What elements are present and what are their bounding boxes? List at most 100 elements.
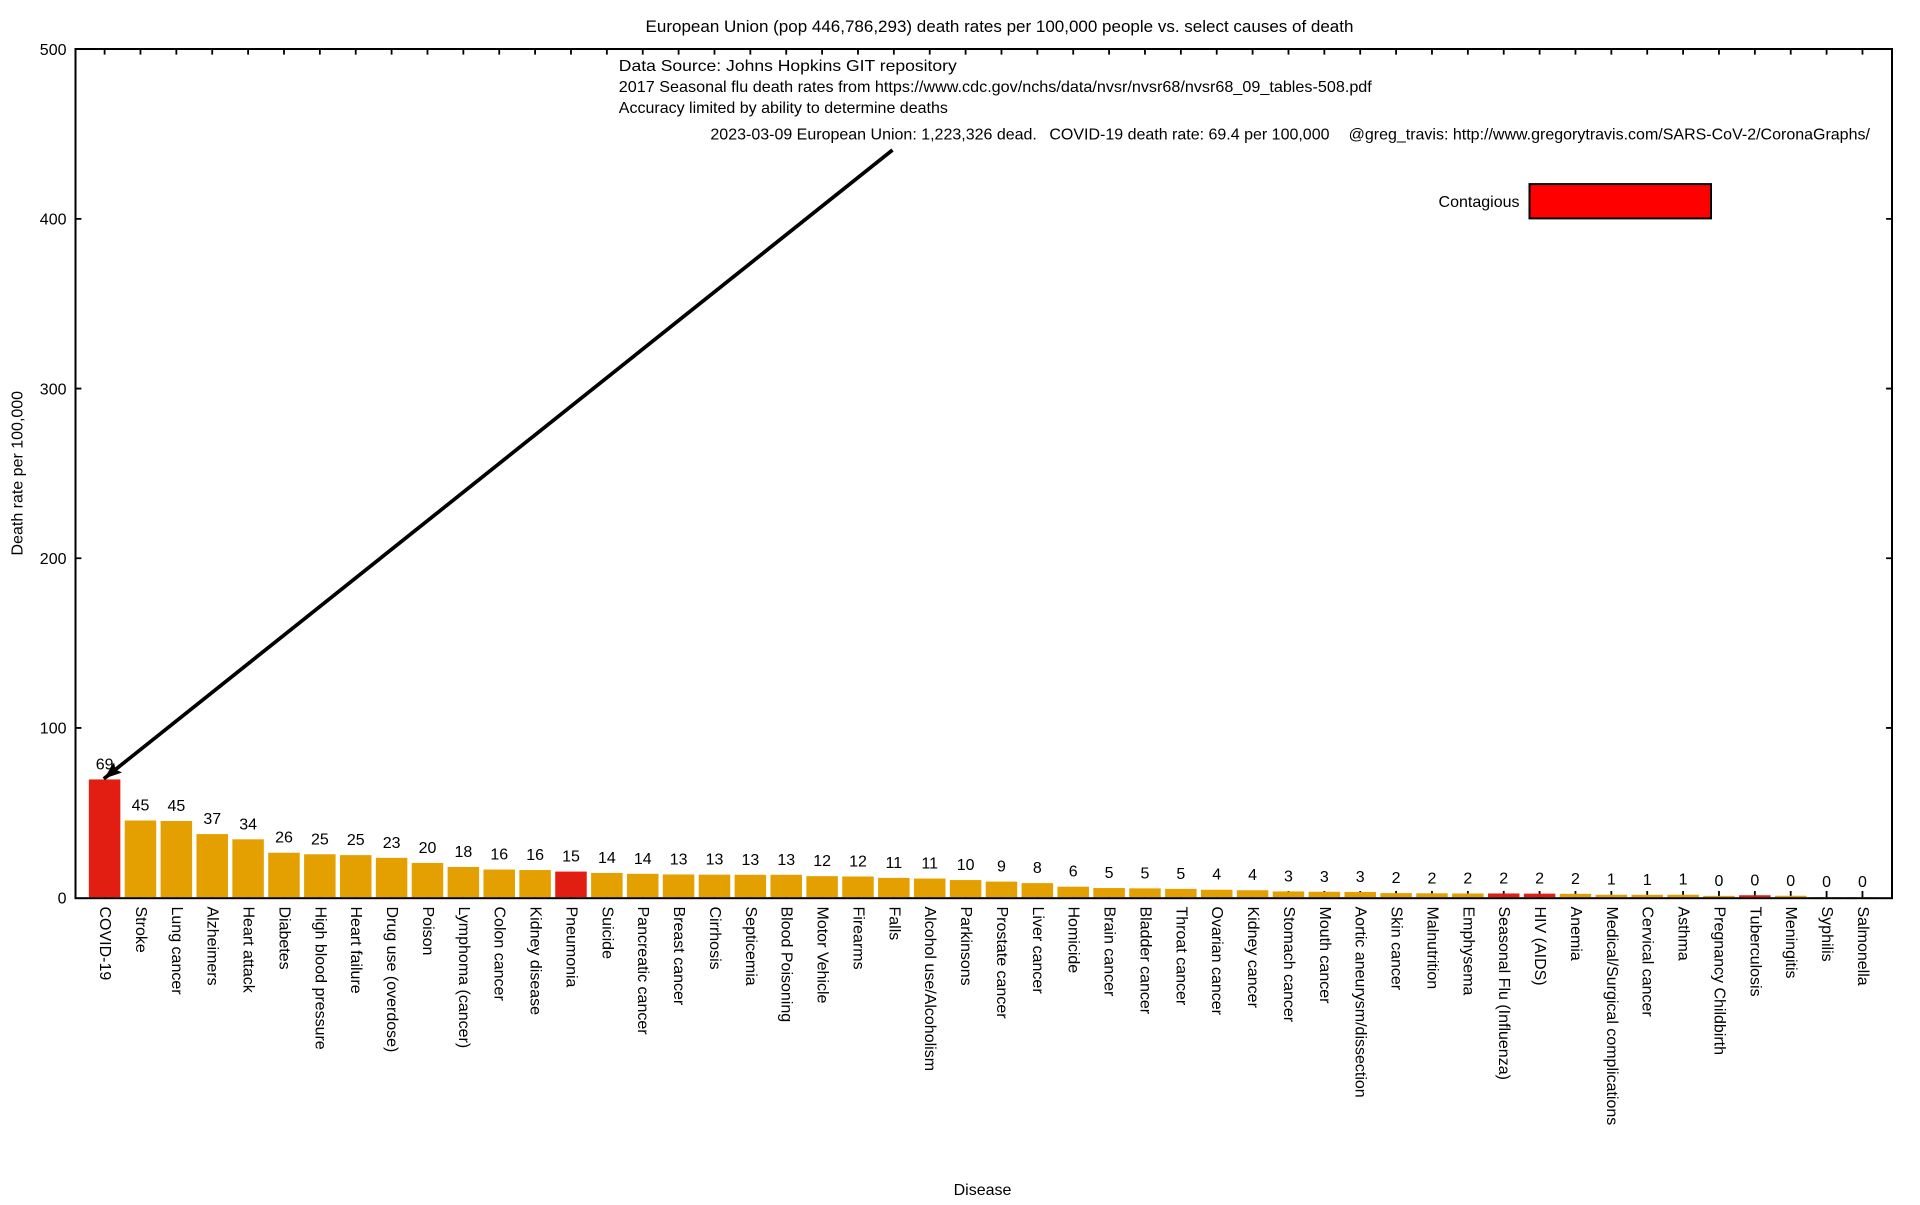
svg-text:European Union (pop 446,786,29: European Union (pop 446,786,293) death r…	[646, 17, 1354, 36]
svg-text:Seasonal Flu (Influenza): Seasonal Flu (Influenza)	[1495, 907, 1512, 1080]
svg-text:1: 1	[1679, 872, 1688, 889]
svg-text:Homicide: Homicide	[1065, 907, 1082, 974]
svg-text:20: 20	[419, 840, 437, 857]
svg-text:200: 200	[40, 551, 67, 568]
svg-text:2: 2	[1499, 870, 1508, 887]
svg-text:Heart attack: Heart attack	[240, 907, 257, 994]
svg-text:Bladder cancer: Bladder cancer	[1136, 907, 1153, 1015]
svg-text:15: 15	[562, 849, 580, 866]
svg-text:12: 12	[813, 853, 831, 870]
svg-text:1: 1	[1607, 872, 1616, 889]
svg-text:Drug use (overdose): Drug use (overdose)	[383, 907, 400, 1053]
svg-text:Syphilis: Syphilis	[1818, 907, 1835, 962]
svg-text:100: 100	[40, 721, 67, 738]
svg-text:11: 11	[921, 856, 938, 873]
svg-text:Liver cancer: Liver cancer	[1029, 907, 1046, 995]
svg-text:2: 2	[1463, 870, 1472, 887]
svg-text:23: 23	[383, 835, 401, 852]
svg-text:0: 0	[1750, 872, 1759, 889]
svg-text:2: 2	[1392, 870, 1401, 887]
svg-text:45: 45	[167, 798, 185, 815]
svg-text:3: 3	[1284, 868, 1293, 885]
svg-text:Throat cancer: Throat cancer	[1172, 907, 1189, 1006]
svg-text:5: 5	[1176, 866, 1185, 883]
svg-text:300: 300	[40, 381, 67, 398]
svg-text:Salmonella: Salmonella	[1854, 907, 1871, 986]
svg-text:Meningitis: Meningitis	[1782, 907, 1799, 979]
svg-text:Suicide: Suicide	[598, 907, 615, 960]
svg-text:6: 6	[1069, 864, 1078, 881]
svg-text:Poison: Poison	[419, 907, 436, 956]
svg-text:Alcohol use/Alcoholism: Alcohol use/Alcoholism	[921, 907, 938, 1072]
svg-text:Death rate per 100,000: Death rate per 100,000	[10, 391, 27, 556]
svg-text:Aortic aneurysm/dissection: Aortic aneurysm/dissection	[1352, 907, 1369, 1098]
svg-text:500: 500	[40, 42, 67, 59]
svg-text:16: 16	[490, 847, 508, 864]
svg-text:Alzheimers: Alzheimers	[204, 907, 221, 986]
svg-text:45: 45	[132, 798, 150, 815]
svg-text:COVID-19: COVID-19	[96, 907, 113, 981]
svg-text:Colon cancer: Colon cancer	[491, 907, 508, 1002]
svg-text:9: 9	[997, 859, 1006, 876]
svg-text:Pancreatic cancer: Pancreatic cancer	[634, 907, 651, 1036]
svg-text:Kidney cancer: Kidney cancer	[1244, 907, 1261, 1009]
svg-text:0: 0	[1715, 873, 1724, 890]
svg-text:4: 4	[1212, 867, 1221, 884]
svg-text:HIV (AIDS): HIV (AIDS)	[1531, 907, 1548, 986]
svg-text:Malnutrition: Malnutrition	[1423, 907, 1440, 990]
svg-text:Heart failure: Heart failure	[347, 907, 364, 994]
svg-text:2017 Seasonal flu death rates: 2017 Seasonal flu death rates from https…	[619, 79, 1373, 96]
svg-text:14: 14	[634, 851, 652, 868]
svg-text:4: 4	[1248, 867, 1257, 884]
svg-text:18: 18	[454, 844, 472, 861]
svg-text:Motor Vehicle: Motor Vehicle	[814, 907, 831, 1004]
svg-text:0: 0	[58, 890, 67, 907]
svg-text:Kidney disease: Kidney disease	[527, 907, 544, 1016]
svg-text:2: 2	[1571, 871, 1580, 888]
svg-text:13: 13	[670, 851, 688, 868]
svg-text:Stomach cancer: Stomach cancer	[1280, 907, 1297, 1023]
svg-text:3: 3	[1320, 869, 1329, 886]
svg-text:10: 10	[957, 857, 975, 874]
svg-text:Blood Poisoning: Blood Poisoning	[778, 907, 795, 1023]
svg-text:0: 0	[1822, 874, 1831, 891]
svg-text:13: 13	[706, 852, 724, 869]
svg-text:Lung cancer: Lung cancer	[168, 907, 185, 996]
svg-text:12: 12	[849, 854, 867, 871]
svg-text:400: 400	[40, 212, 67, 229]
svg-text:Anemia: Anemia	[1567, 907, 1584, 961]
svg-text:16: 16	[526, 847, 544, 864]
svg-text:Parkinsons: Parkinsons	[957, 907, 974, 986]
svg-text:2: 2	[1535, 871, 1544, 888]
svg-text:Breast cancer: Breast cancer	[670, 907, 687, 1006]
svg-text:13: 13	[777, 852, 795, 869]
svg-text:Mouth cancer: Mouth cancer	[1316, 907, 1333, 1005]
svg-text:2023-03-09 European Union: 1,2: 2023-03-09 European Union: 1,223,326 dea…	[710, 127, 1329, 144]
svg-text:Diabetes: Diabetes	[275, 907, 292, 970]
svg-text:5: 5	[1105, 865, 1114, 882]
svg-text:5: 5	[1141, 865, 1150, 882]
svg-text:Pregnancy Childbirth: Pregnancy Childbirth	[1710, 907, 1727, 1056]
svg-text:3: 3	[1356, 869, 1365, 886]
svg-text:37: 37	[203, 811, 221, 828]
svg-text:Septicemia: Septicemia	[742, 907, 759, 986]
svg-text:11: 11	[886, 855, 903, 872]
svg-text:@greg_travis: http://www.grego: @greg_travis: http://www.gregorytravis.c…	[1349, 127, 1871, 144]
svg-text:25: 25	[311, 831, 329, 848]
svg-text:26: 26	[275, 830, 293, 847]
svg-text:Prostate cancer: Prostate cancer	[993, 907, 1010, 1020]
svg-text:Accuracy limited by ability to: Accuracy limited by ability to determine…	[619, 100, 948, 117]
svg-text:Lymphoma (cancer): Lymphoma (cancer)	[455, 907, 472, 1049]
svg-text:Cervical cancer: Cervical cancer	[1639, 907, 1656, 1018]
svg-text:Tuberculosis: Tuberculosis	[1746, 907, 1763, 997]
svg-text:Disease: Disease	[954, 1182, 1012, 1199]
svg-text:0: 0	[1786, 873, 1795, 890]
svg-text:25: 25	[347, 832, 365, 849]
svg-text:13: 13	[741, 852, 759, 869]
svg-text:2: 2	[1428, 870, 1437, 887]
svg-text:Contagious: Contagious	[1439, 194, 1520, 211]
svg-text:14: 14	[598, 850, 616, 867]
svg-text:Pneumonia: Pneumonia	[562, 907, 579, 988]
svg-text:34: 34	[239, 816, 257, 833]
svg-text:Ovarian cancer: Ovarian cancer	[1208, 907, 1225, 1016]
